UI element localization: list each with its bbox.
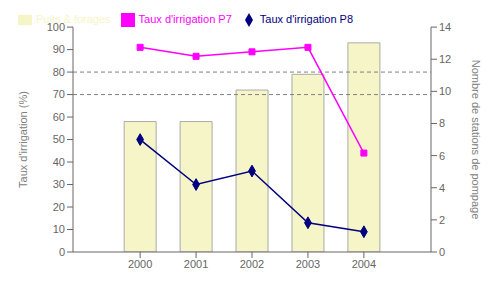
svg-text:0: 0 [439,246,445,258]
svg-text:10: 10 [53,223,65,235]
svg-text:20: 20 [53,201,65,213]
svg-text:2: 2 [439,214,445,226]
svg-text:40: 40 [53,156,65,168]
svg-text:8: 8 [439,117,445,129]
svg-text:0: 0 [59,246,65,258]
svg-text:Taux d'irrigation (%): Taux d'irrigation (%) [17,91,29,188]
svg-text:6: 6 [439,150,445,162]
svg-text:2002: 2002 [240,258,264,270]
svg-text:80: 80 [53,66,65,78]
svg-text:60: 60 [53,111,65,123]
svg-text:50: 50 [53,133,65,145]
svg-text:30: 30 [53,178,65,190]
svg-text:2000: 2000 [128,258,152,270]
svg-text:90: 90 [53,43,65,55]
svg-text:2003: 2003 [296,258,320,270]
svg-text:70: 70 [53,88,65,100]
svg-text:10: 10 [439,85,451,97]
svg-text:12: 12 [439,53,451,65]
svg-text:14: 14 [439,21,451,33]
svg-text:2004: 2004 [352,258,376,270]
svg-text:Nombre de stations de pompage: Nombre de stations de pompage [470,60,482,220]
svg-text:2001: 2001 [184,258,208,270]
svg-text:100: 100 [47,21,65,33]
svg-text:4: 4 [439,182,445,194]
